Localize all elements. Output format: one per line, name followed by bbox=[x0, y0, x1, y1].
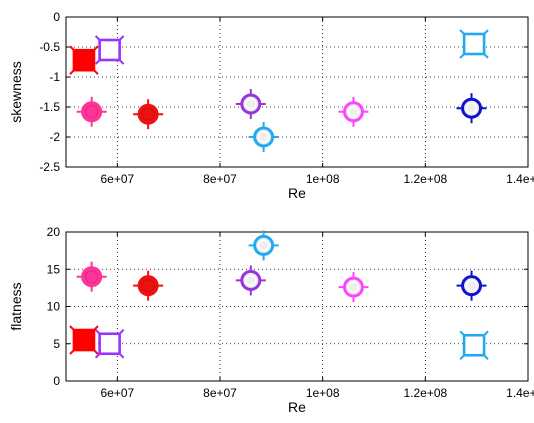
data-point bbox=[456, 270, 487, 301]
y-tick-label: 5 bbox=[53, 337, 60, 351]
data-point bbox=[94, 329, 125, 359]
x-tick-label: 6e+07 bbox=[100, 386, 134, 400]
plot-frame bbox=[65, 16, 529, 168]
y-tick-label: -1.5 bbox=[39, 100, 60, 114]
skewness-panel: 6e+07 8e+07 1e+08 1.2e+08 1.4e+08 0 -0.5 -1 -1.5… bbox=[8, 10, 534, 201]
x-tick-label: 8e+07 bbox=[203, 386, 237, 400]
x-axis-label: Re bbox=[288, 399, 306, 415]
data-point bbox=[235, 89, 266, 119]
data-point bbox=[338, 96, 369, 127]
x-tick-label: 1.2e+08 bbox=[403, 386, 447, 400]
data-point bbox=[248, 122, 279, 152]
y-axis-label: flatness bbox=[8, 282, 24, 330]
y-tick-label: 20 bbox=[47, 225, 61, 239]
y-tick-label: 0 bbox=[53, 374, 60, 388]
x-tick-label: 1.4e+08 bbox=[506, 386, 534, 400]
data-point bbox=[459, 29, 489, 59]
x-axis-label: Re bbox=[288, 185, 306, 201]
data-point bbox=[133, 270, 164, 301]
data-point bbox=[76, 96, 107, 127]
data-point bbox=[459, 330, 489, 360]
y-tick-label: 0 bbox=[53, 10, 60, 24]
data-point bbox=[133, 99, 164, 130]
x-tick-label: 1e+08 bbox=[306, 386, 340, 400]
y-tick-label: 15 bbox=[47, 262, 61, 276]
data-point bbox=[94, 35, 125, 65]
y-tick-label: -1 bbox=[49, 70, 60, 84]
x-tick-label: 1.4e+08 bbox=[506, 172, 534, 186]
y-tick-label: 10 bbox=[47, 300, 61, 314]
data-point bbox=[235, 265, 266, 296]
x-tick-label: 8e+07 bbox=[203, 172, 237, 186]
x-tick-label: 1.2e+08 bbox=[403, 172, 447, 186]
data-point bbox=[248, 230, 279, 261]
x-tick-label: 6e+07 bbox=[100, 172, 134, 186]
data-point bbox=[456, 93, 487, 124]
y-tick-label: -0.5 bbox=[39, 40, 60, 54]
data-point bbox=[69, 325, 99, 355]
data-point bbox=[69, 45, 99, 75]
flatness-panel: 6e+07 8e+07 1e+08 1.2e+08 1.4e+08 20 15 10 5 0 Re f… bbox=[8, 225, 534, 415]
x-tick-label: 1e+08 bbox=[306, 172, 340, 186]
data-point bbox=[338, 272, 369, 303]
data-point bbox=[76, 261, 107, 292]
y-tick-label: -2 bbox=[49, 130, 60, 144]
y-tick-label: -2.5 bbox=[39, 160, 60, 174]
y-axis-label: skewness bbox=[8, 61, 24, 122]
